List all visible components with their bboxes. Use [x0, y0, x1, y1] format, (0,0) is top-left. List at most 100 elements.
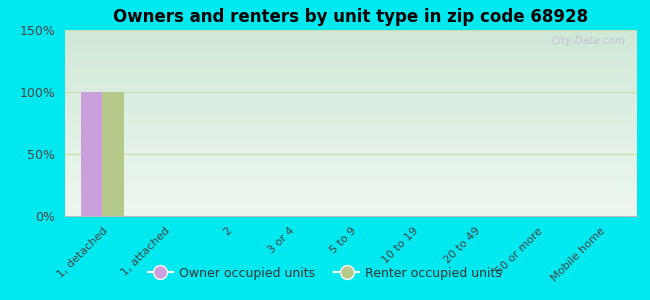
Bar: [65, 142, 637, 143]
Bar: [65, 193, 637, 194]
Bar: [65, 56, 637, 57]
Bar: [65, 207, 637, 208]
Bar: [65, 205, 637, 206]
Bar: [65, 102, 637, 103]
Bar: [65, 143, 637, 144]
Bar: [65, 206, 637, 207]
Bar: [65, 203, 637, 204]
Bar: [65, 106, 637, 107]
Bar: [65, 140, 637, 141]
Bar: [65, 135, 637, 136]
Bar: [65, 65, 637, 66]
Bar: [65, 69, 637, 70]
Bar: [65, 88, 637, 89]
Bar: [65, 119, 637, 120]
Bar: [65, 44, 637, 45]
Bar: [65, 200, 637, 201]
Bar: [65, 32, 637, 33]
Bar: [65, 124, 637, 125]
Bar: [65, 169, 637, 170]
Bar: [65, 90, 637, 92]
Bar: [65, 208, 637, 209]
Bar: [65, 41, 637, 42]
Bar: [65, 82, 637, 83]
Title: Owners and renters by unit type in zip code 68928: Owners and renters by unit type in zip c…: [114, 8, 588, 26]
Bar: [65, 195, 637, 196]
Bar: [65, 92, 637, 93]
Bar: [65, 39, 637, 40]
Bar: [65, 100, 637, 101]
Bar: [65, 176, 637, 177]
Bar: [65, 199, 637, 200]
Bar: [65, 96, 637, 97]
Bar: [65, 99, 637, 100]
Bar: [65, 55, 637, 56]
Bar: [65, 67, 637, 68]
Bar: [65, 194, 637, 195]
Bar: [65, 83, 637, 84]
Bar: [65, 114, 637, 115]
Bar: [65, 145, 637, 146]
Bar: [65, 45, 637, 46]
Bar: [65, 109, 637, 110]
Bar: [65, 104, 637, 105]
Bar: [65, 85, 637, 86]
Bar: [65, 198, 637, 199]
Bar: [65, 171, 637, 172]
Bar: [65, 188, 637, 189]
Bar: [65, 111, 637, 112]
Bar: [81, 92, 102, 216]
Bar: [65, 113, 637, 114]
Bar: [65, 191, 637, 192]
Bar: [65, 197, 637, 198]
Bar: [65, 210, 637, 211]
Bar: [65, 73, 637, 74]
Bar: [65, 164, 637, 165]
Bar: [65, 214, 637, 215]
Bar: [65, 211, 637, 212]
Bar: [65, 48, 637, 49]
Bar: [65, 59, 637, 60]
Bar: [65, 128, 637, 129]
Bar: [65, 38, 637, 39]
Bar: [65, 125, 637, 126]
Bar: [65, 60, 637, 61]
Bar: [65, 53, 637, 54]
Bar: [65, 49, 637, 50]
Bar: [65, 105, 637, 106]
Bar: [65, 151, 637, 152]
Bar: [65, 180, 637, 181]
Bar: [65, 98, 637, 99]
Bar: [65, 144, 637, 145]
Bar: [65, 107, 637, 108]
Bar: [65, 127, 637, 128]
Bar: [65, 185, 637, 186]
Bar: [65, 34, 637, 36]
Bar: [65, 74, 637, 75]
Bar: [65, 146, 637, 147]
Bar: [65, 30, 637, 31]
Bar: [65, 174, 637, 175]
Bar: [65, 89, 637, 90]
Bar: [65, 78, 637, 79]
Bar: [65, 50, 637, 51]
Bar: [65, 170, 637, 171]
Bar: [65, 130, 637, 131]
Bar: [65, 79, 637, 80]
Bar: [65, 117, 637, 118]
Bar: [65, 158, 637, 159]
Bar: [65, 86, 637, 87]
Bar: [65, 139, 637, 140]
Bar: [102, 92, 124, 216]
Bar: [65, 178, 637, 179]
Bar: [65, 57, 637, 58]
Bar: [65, 163, 637, 164]
Bar: [65, 120, 637, 121]
Bar: [65, 70, 637, 71]
Bar: [65, 182, 637, 183]
Bar: [65, 64, 637, 65]
Bar: [65, 136, 637, 137]
Bar: [65, 161, 637, 162]
Bar: [65, 181, 637, 182]
Bar: [65, 172, 637, 173]
